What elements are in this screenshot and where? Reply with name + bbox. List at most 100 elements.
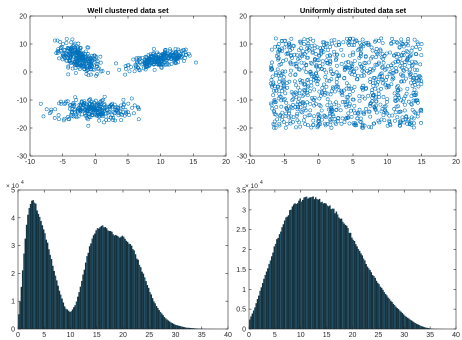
histogram-bar [292,204,295,329]
scatter-point [374,94,379,99]
histogram-bar [348,232,351,329]
scatter-point [366,60,371,65]
scatter-point [136,105,140,110]
scatter-point [312,95,317,100]
histogram-bar [314,197,317,329]
scatter-point [318,64,322,68]
histogram-bar [73,307,75,329]
scatter-point [121,109,125,114]
scatter-point [383,108,387,112]
y-tick-label: 2 [242,247,246,254]
scatter-point [309,80,313,84]
histogram-bar [291,206,294,329]
histogram-bar [108,230,111,329]
scatter-point [92,53,97,58]
histogram-bar [142,273,145,329]
scatter-point [156,56,161,60]
scatter-point [311,38,316,43]
scatter-point [374,110,379,115]
histogram-bar [379,286,382,329]
scatter-point [123,107,128,112]
scatter-point [411,98,416,103]
scatter-point [409,80,413,85]
scatter-point [406,37,411,41]
histogram-bar [166,319,168,329]
histogram-bar [137,259,139,329]
histogram-bar [19,301,21,329]
scatter-point [404,49,409,53]
scatter-point [71,103,76,108]
histogram-bar [316,198,318,329]
scatter-point [96,66,101,71]
scatter-point [334,100,338,105]
y-tick-label: 10 [239,42,247,49]
scatter-point [273,36,278,41]
histogram-bar [48,249,50,329]
scatter-point [273,71,278,75]
histogram-bar [82,274,84,329]
scatter-point [66,117,71,121]
scatter-point [285,122,289,126]
scatter-point [393,98,398,103]
scatter-point [69,46,73,50]
histogram-bar [23,253,25,329]
histogram-bar [49,254,51,329]
scatter-point [293,73,298,77]
histogram-bar [414,322,417,329]
scatter-point [292,93,297,98]
histogram-bar [283,220,286,329]
y-tick-label: -10 [17,98,27,105]
scatter-point [132,103,137,108]
scatter-point [289,54,293,58]
histogram-bar [107,230,109,329]
histogram-bar [391,301,393,329]
scatter-point [411,76,415,80]
scatter-point [414,45,419,50]
scatter-point [75,53,79,58]
scatter-point [299,109,303,114]
histogram-bar [57,285,59,329]
histogram-bar [254,307,256,329]
histogram-bar [94,233,96,329]
histogram-bar [311,197,313,329]
scatter-point [282,39,287,43]
scatter-point [295,111,300,116]
scatter-point [135,60,139,64]
histogram-bar [410,320,413,329]
clustered-histogram-exponent-power: 4 [21,180,24,186]
histogram-bar [129,244,132,329]
histogram-bar [183,327,185,329]
scatter-point [167,56,171,61]
scatter-point [303,103,307,108]
histogram-bar [423,327,426,329]
scatter-point [299,39,303,44]
histogram-bar [168,321,171,329]
scatter-point [292,79,297,84]
histogram-bar [358,250,361,329]
scatter-point [284,52,289,56]
histogram-bar [120,236,122,329]
scatter-point [268,81,273,86]
scatter-point [63,101,68,106]
histogram-bar [325,203,327,329]
scatter-point [165,57,169,62]
scatter-point [86,111,91,116]
scatter-point [323,90,328,95]
scatter-point [414,91,419,96]
scatter-point [328,45,333,49]
scatter-point [89,59,94,64]
x-tick-label: -10 [245,159,255,166]
scatter-point [272,88,276,93]
histogram-bar [357,248,360,329]
scatter-point [345,99,350,103]
scatter-point [107,118,111,122]
histogram-bar [320,202,322,329]
scatter-point [299,52,303,57]
histogram-bar [258,295,260,329]
histogram-bar [150,294,153,329]
scatter-point [147,57,151,61]
scatter-point [394,104,399,109]
histogram-bar [165,318,167,329]
scatter-point [366,70,371,75]
scatter-point [272,98,277,102]
